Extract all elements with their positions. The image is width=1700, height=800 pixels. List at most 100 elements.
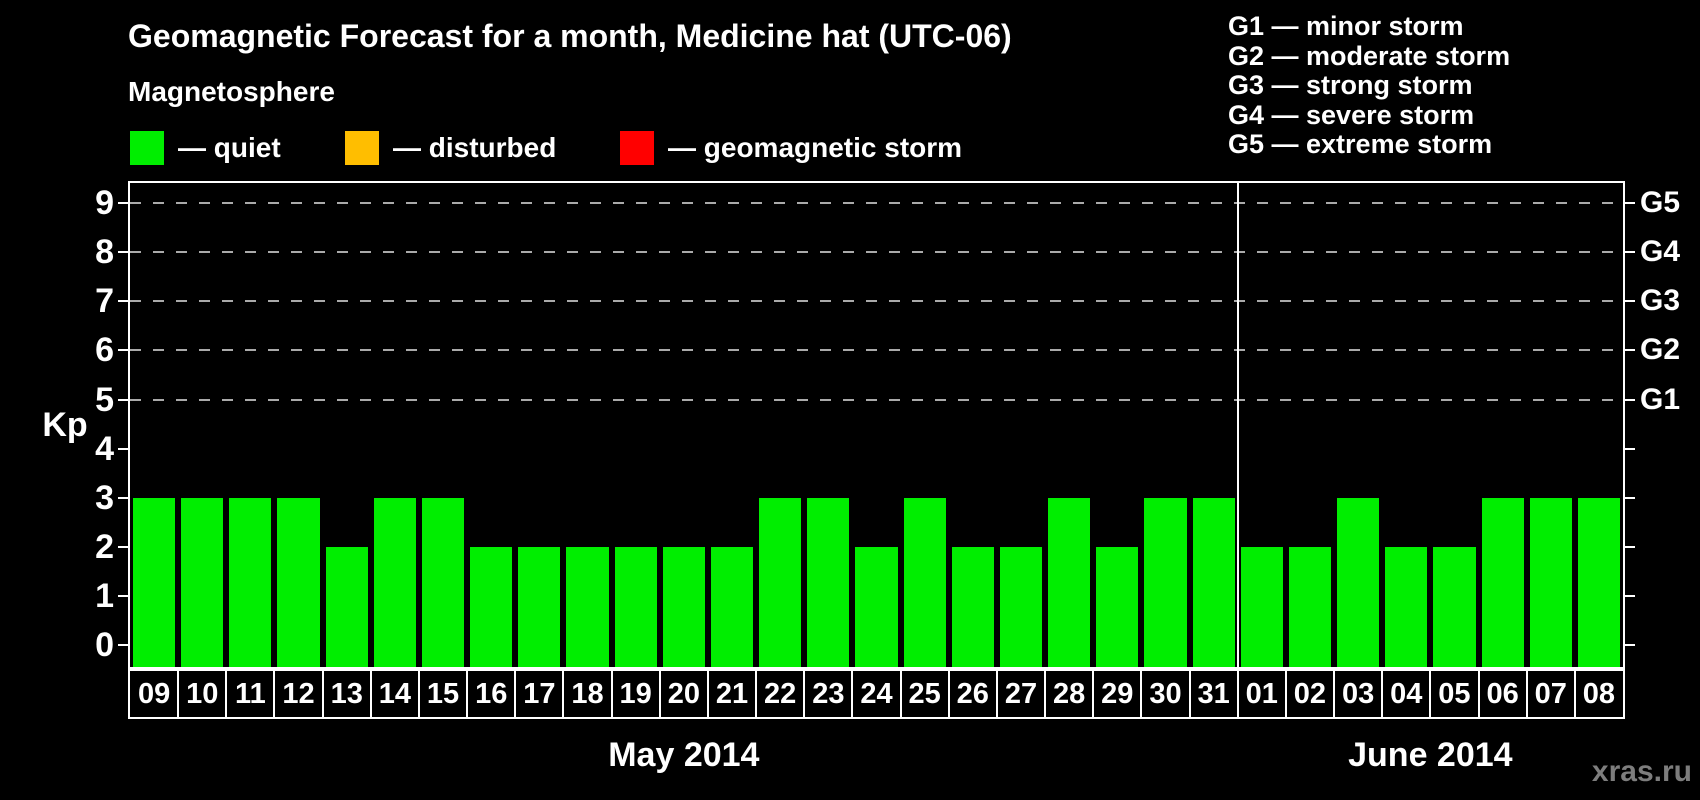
day-label-29: 29 xyxy=(1101,678,1134,710)
day-label-04: 04 xyxy=(1390,678,1423,710)
storm-color-swatch xyxy=(620,131,654,165)
day-cell-divider xyxy=(1525,671,1528,717)
day-cell-divider xyxy=(658,671,661,717)
day-label-11: 11 xyxy=(235,678,266,710)
storm-scale-legend: G1 — minor storm G2 — moderate storm G3 … xyxy=(1228,11,1510,160)
day-cell-divider xyxy=(1044,671,1047,717)
kp-bar-day-04 xyxy=(1385,546,1428,667)
day-label-19: 19 xyxy=(619,678,652,710)
day-label-13: 13 xyxy=(330,678,363,710)
day-cell-divider xyxy=(369,671,372,717)
kp-bar-day-25 xyxy=(903,497,946,667)
y-tick-left-7 xyxy=(118,300,128,303)
day-cell-divider xyxy=(1381,671,1384,717)
day-label-23: 23 xyxy=(812,678,845,710)
day-label-08: 08 xyxy=(1582,678,1616,710)
day-label-02: 02 xyxy=(1293,678,1327,710)
day-cell-divider xyxy=(417,671,420,717)
day-label-17: 17 xyxy=(523,678,556,710)
day-label-25: 25 xyxy=(908,678,941,710)
gridline-kp9 xyxy=(130,202,1623,205)
kp-bar-day-05 xyxy=(1433,546,1476,667)
y-tick-label-7: 7 xyxy=(95,282,114,321)
disturbed-color-swatch xyxy=(345,131,379,165)
day-label-21: 21 xyxy=(715,678,749,710)
day-label-05: 05 xyxy=(1438,678,1471,710)
kp-bar-day-30 xyxy=(1144,497,1187,667)
day-label-07: 07 xyxy=(1534,678,1567,710)
day-cell-divider xyxy=(562,671,565,717)
kp-bar-day-10 xyxy=(181,497,224,667)
legend-item-label: — geomagnetic storm xyxy=(668,132,963,163)
y-tick-label-9: 9 xyxy=(95,184,114,223)
kp-bar-day-24 xyxy=(855,546,898,667)
day-cell-divider xyxy=(466,671,469,717)
kp-bar-day-11 xyxy=(229,497,272,667)
kp-bar-day-17 xyxy=(518,546,561,667)
kp-bar-day-20 xyxy=(662,546,705,667)
y-tick-label-1: 1 xyxy=(95,576,114,615)
kp-bar-day-02 xyxy=(1288,546,1332,667)
day-cell-divider xyxy=(610,671,613,717)
right-axis-label-g5: G5 xyxy=(1640,186,1681,220)
y-tick-left-5 xyxy=(118,398,128,401)
kp-bar-day-18 xyxy=(566,546,609,667)
y-tick-right-7 xyxy=(1625,300,1635,303)
chart-plot-area xyxy=(128,181,1625,669)
kp-bar-day-29 xyxy=(1096,546,1139,667)
gridline-kp6 xyxy=(130,349,1623,352)
y-tick-label-6: 6 xyxy=(95,331,114,370)
kp-bar-day-26 xyxy=(951,546,994,667)
kp-bar-day-16 xyxy=(470,546,513,667)
x-axis-day-labels: 09 10 11 12 13 14 15 16 17 18 19 20 21 22 23 24 25 26 27 28… xyxy=(128,669,1625,719)
kp-bar-day-08 xyxy=(1577,497,1620,667)
y-tick-left-1 xyxy=(118,594,128,597)
y-tick-right-9 xyxy=(1625,202,1635,205)
legend-item-label: — quiet xyxy=(178,132,281,163)
gridline-kp7 xyxy=(130,300,1623,303)
kp-bar-day-07 xyxy=(1529,497,1572,667)
day-label-27: 27 xyxy=(1004,678,1038,710)
day-label-30: 30 xyxy=(1149,678,1182,710)
kp-bar-day-12 xyxy=(277,497,320,667)
day-cell-divider xyxy=(1188,671,1191,717)
day-cell-divider xyxy=(1284,671,1287,717)
day-label-28: 28 xyxy=(1053,678,1086,710)
y-tick-label-0: 0 xyxy=(95,626,114,664)
day-label-03: 03 xyxy=(1341,678,1375,710)
day-cell-divider xyxy=(1236,671,1239,717)
kp-bar-day-27 xyxy=(999,546,1043,667)
day-cell-divider xyxy=(803,671,806,717)
day-label-09: 09 xyxy=(137,678,171,710)
y-tick-label-8: 8 xyxy=(95,233,114,272)
right-axis-label-g1: G1 xyxy=(1640,382,1681,416)
day-cell-divider xyxy=(1092,671,1095,717)
kp-bar-day-14 xyxy=(373,497,416,667)
day-label-20: 20 xyxy=(667,678,700,710)
kp-bar-day-21 xyxy=(710,546,754,667)
right-axis-label-g3: G3 xyxy=(1640,284,1681,318)
day-label-10: 10 xyxy=(186,678,219,710)
day-cell-divider xyxy=(514,671,517,717)
day-label-14: 14 xyxy=(378,678,411,710)
y-tick-left-0 xyxy=(118,644,128,646)
day-label-18: 18 xyxy=(571,678,604,710)
kp-bar-day-01 xyxy=(1240,546,1283,667)
legend-item-label: — disturbed xyxy=(393,132,557,163)
y-tick-left-9 xyxy=(118,202,128,205)
storm-scale-g5: G5 — extreme storm xyxy=(1228,129,1493,159)
kp-bar-day-22 xyxy=(759,497,802,667)
day-cell-divider xyxy=(851,671,854,717)
legend-item-storm: — geomagnetic storm xyxy=(620,131,962,165)
gridline-kp8 xyxy=(130,251,1623,254)
day-label-22: 22 xyxy=(764,678,797,710)
y-tick-left-3 xyxy=(118,496,128,499)
legend-item-quiet: — quiet xyxy=(130,131,281,165)
storm-scale-g1: G1 — minor storm xyxy=(1228,11,1464,41)
storm-scale-g3: G3 — strong storm xyxy=(1228,70,1473,100)
watermark: xras.ru xyxy=(1591,755,1692,788)
day-cell-divider xyxy=(1333,671,1336,717)
day-label-16: 16 xyxy=(475,678,508,710)
y-tick-right-2 xyxy=(1625,545,1635,548)
day-cell-divider xyxy=(1429,671,1432,717)
